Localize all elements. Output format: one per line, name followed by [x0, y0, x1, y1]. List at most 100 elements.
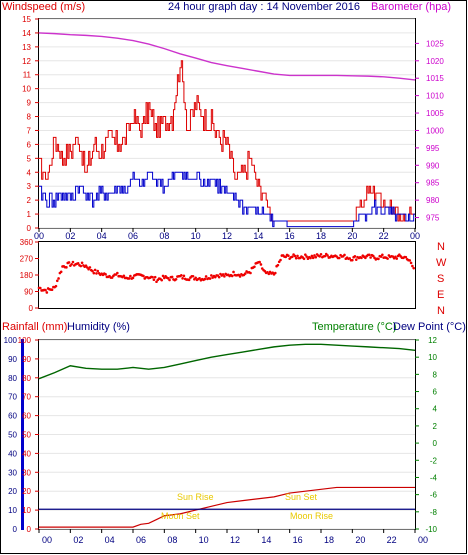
x-tick-label: 20	[347, 231, 357, 241]
direction-point	[293, 254, 297, 258]
barometer-tick-label: 980	[426, 196, 440, 205]
temp-humidity-series	[38, 343, 416, 528]
direction-point	[394, 255, 397, 259]
direction-point	[395, 257, 399, 260]
x-tick-label: 18	[316, 231, 326, 241]
rainfall-tick-label: 80	[22, 374, 31, 383]
direction-point	[351, 258, 354, 262]
humidity-tick-label: 40	[8, 449, 17, 458]
direction-point	[70, 262, 73, 266]
x-tick-label: 00	[34, 231, 44, 241]
direction-point	[404, 255, 408, 259]
direction-point	[368, 253, 371, 257]
x-tick-label: 16	[285, 231, 295, 241]
temperature-line	[38, 343, 416, 380]
wind-pressure-plot	[38, 18, 416, 229]
direction-point	[267, 272, 271, 276]
direction-point	[92, 271, 96, 275]
sunset-label: Sun Set	[285, 492, 318, 502]
x-tick-label: 22	[387, 535, 397, 545]
direction-point	[243, 272, 247, 275]
humidity-axis-label: Humidity (%)	[67, 321, 130, 333]
x-tick-label: 06	[136, 535, 146, 545]
direction-point	[104, 273, 107, 276]
windspeed-tick-label: 1	[27, 210, 32, 219]
direction-point	[221, 273, 225, 276]
rainfall-tick-label: 20	[22, 487, 31, 496]
direction-point	[180, 274, 183, 277]
direction-point	[314, 255, 318, 259]
windspeed-tick-label: 3	[27, 182, 32, 191]
temperature-tick-label: 4	[433, 405, 438, 414]
x-tick-label: 20	[355, 535, 365, 545]
windspeed-tick-label: 14	[22, 29, 31, 38]
humidity-tick-label: 50	[8, 431, 17, 440]
rainfall-tick-label: 70	[22, 393, 31, 402]
direction-point	[276, 263, 280, 267]
direction-point	[142, 274, 145, 278]
x-tick-label: 00	[410, 231, 420, 241]
direction-tick-label: 270	[20, 255, 34, 264]
direction-point	[337, 256, 341, 260]
windspeed-tick-label: 10	[22, 85, 31, 94]
x-tick-label: 22	[379, 231, 389, 241]
direction-point	[96, 269, 100, 273]
direction-point	[284, 255, 288, 259]
temperature-tick-label: 0	[433, 439, 438, 448]
x-tick-label: 12	[230, 535, 240, 545]
x-tick-label: 14	[253, 231, 263, 241]
moonset-label: Moon Set	[161, 511, 200, 521]
temperature-tick-label: -4	[430, 473, 438, 482]
wind-direction-series	[37, 252, 415, 294]
humidity-tick-label: 0	[13, 525, 18, 534]
direction-point	[91, 269, 94, 273]
x-tick-label: 06	[128, 231, 138, 241]
direction-point	[371, 254, 375, 258]
windspeed-tick-label: 6	[27, 140, 32, 149]
temperature-tick-label: 12	[428, 336, 437, 345]
direction-point	[181, 277, 184, 280]
direction-point	[223, 275, 226, 278]
humidity-tick-label: 80	[8, 374, 17, 383]
direction-point	[217, 275, 221, 279]
direction-point	[79, 264, 83, 268]
direction-point	[168, 278, 171, 282]
rainfall-tick-label: 0	[27, 525, 32, 534]
direction-point	[160, 278, 164, 282]
direction-point	[45, 291, 49, 294]
windspeed-average-line	[39, 171, 415, 228]
humidity-tick-label: 20	[8, 487, 17, 496]
direction-point	[88, 266, 92, 269]
compass-s: S	[437, 273, 444, 285]
compass-w: W	[436, 257, 447, 269]
windspeed-tick-label: 5	[27, 154, 32, 163]
direction-point	[129, 274, 132, 278]
direction-point	[87, 267, 90, 271]
rainfall-tick-label: 40	[22, 449, 31, 458]
x-tick-label: 10	[191, 231, 201, 241]
direction-point	[170, 275, 174, 279]
humidity-tick-label: 70	[8, 393, 17, 402]
temperature-tick-label: 2	[433, 422, 438, 431]
direction-point	[318, 255, 321, 258]
wind-pressure-grid	[39, 18, 415, 229]
humidity-tick-label: 60	[8, 412, 17, 421]
windspeed-tick-label: 13	[22, 43, 31, 52]
windspeed-tick-label: 0	[27, 224, 32, 233]
direction-ticks: 360 270 180 90 0	[20, 238, 39, 313]
direction-point	[57, 277, 60, 280]
direction-point	[59, 270, 63, 274]
windspeed-tick-label: 8	[27, 113, 32, 122]
temperature-tick-label: 6	[433, 388, 438, 397]
direction-point	[409, 261, 413, 265]
direction-point	[311, 256, 315, 260]
direction-tick-label: 90	[24, 288, 33, 297]
rainfall-tick-label: 100	[18, 336, 32, 345]
direction-point	[408, 259, 412, 262]
barometer-line	[38, 32, 416, 81]
direction-point	[296, 254, 299, 258]
moonrise-label: Moon Rise	[290, 511, 333, 521]
direction-point	[67, 261, 71, 264]
direction-point	[122, 274, 126, 278]
rainfall-axis-label: Rainfall (mm)	[2, 321, 67, 333]
